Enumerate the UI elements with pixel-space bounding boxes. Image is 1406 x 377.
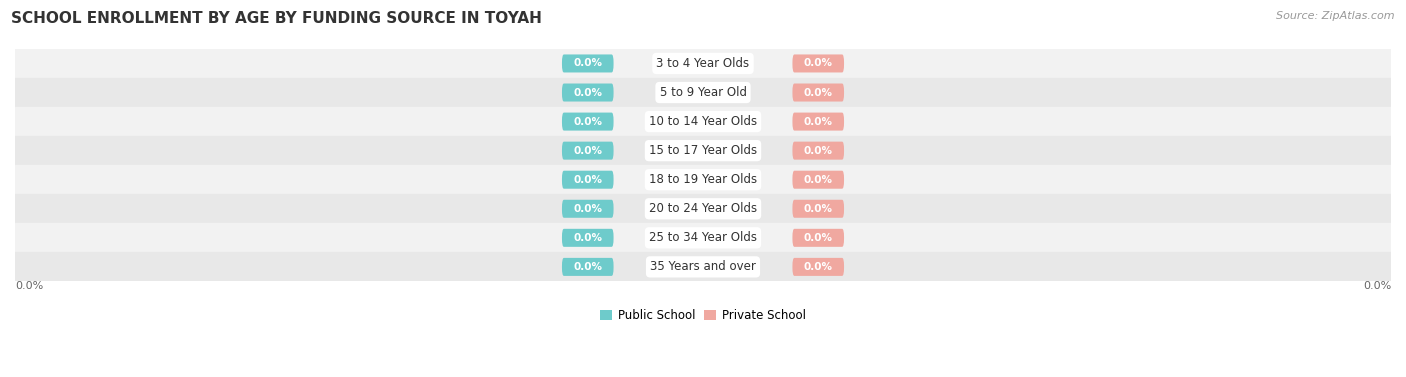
Text: 0.0%: 0.0% [574, 233, 602, 243]
Text: 0.0%: 0.0% [804, 175, 832, 185]
FancyBboxPatch shape [562, 113, 613, 130]
Text: 0.0%: 0.0% [574, 58, 602, 69]
FancyBboxPatch shape [793, 229, 844, 247]
FancyBboxPatch shape [562, 171, 613, 189]
Bar [15, 194, 1391, 223]
Text: 18 to 19 Year Olds: 18 to 19 Year Olds [650, 173, 756, 186]
Text: 0.0%: 0.0% [804, 262, 832, 272]
Bar [15, 165, 1391, 194]
FancyBboxPatch shape [793, 84, 844, 101]
Bar [15, 107, 1391, 136]
Text: Source: ZipAtlas.com: Source: ZipAtlas.com [1277, 11, 1395, 21]
FancyBboxPatch shape [793, 171, 844, 189]
Text: 0.0%: 0.0% [1362, 281, 1391, 291]
Text: 0.0%: 0.0% [804, 116, 832, 127]
FancyBboxPatch shape [793, 258, 844, 276]
Bar [15, 136, 1391, 165]
FancyBboxPatch shape [793, 200, 844, 218]
Text: 0.0%: 0.0% [574, 175, 602, 185]
Text: 0.0%: 0.0% [574, 262, 602, 272]
FancyBboxPatch shape [793, 54, 844, 72]
Bar [15, 223, 1391, 252]
FancyBboxPatch shape [793, 113, 844, 130]
Text: 0.0%: 0.0% [804, 233, 832, 243]
Bar [15, 49, 1391, 78]
Text: 0.0%: 0.0% [804, 146, 832, 156]
FancyBboxPatch shape [562, 200, 613, 218]
Text: 0.0%: 0.0% [574, 204, 602, 214]
Bar [15, 78, 1391, 107]
Text: 0.0%: 0.0% [804, 204, 832, 214]
Text: 0.0%: 0.0% [804, 58, 832, 69]
Text: 5 to 9 Year Old: 5 to 9 Year Old [659, 86, 747, 99]
Text: 25 to 34 Year Olds: 25 to 34 Year Olds [650, 231, 756, 244]
Text: 0.0%: 0.0% [804, 87, 832, 98]
Text: 20 to 24 Year Olds: 20 to 24 Year Olds [650, 202, 756, 215]
Text: 0.0%: 0.0% [15, 281, 44, 291]
Text: 3 to 4 Year Olds: 3 to 4 Year Olds [657, 57, 749, 70]
Text: 15 to 17 Year Olds: 15 to 17 Year Olds [650, 144, 756, 157]
Text: 10 to 14 Year Olds: 10 to 14 Year Olds [650, 115, 756, 128]
Text: 0.0%: 0.0% [574, 116, 602, 127]
FancyBboxPatch shape [562, 258, 613, 276]
Text: 0.0%: 0.0% [574, 146, 602, 156]
FancyBboxPatch shape [562, 142, 613, 159]
Text: 0.0%: 0.0% [574, 87, 602, 98]
Bar [15, 252, 1391, 281]
FancyBboxPatch shape [793, 142, 844, 159]
Text: SCHOOL ENROLLMENT BY AGE BY FUNDING SOURCE IN TOYAH: SCHOOL ENROLLMENT BY AGE BY FUNDING SOUR… [11, 11, 543, 26]
FancyBboxPatch shape [562, 229, 613, 247]
Text: 35 Years and over: 35 Years and over [650, 261, 756, 273]
Legend: Public School, Private School: Public School, Private School [595, 304, 811, 326]
FancyBboxPatch shape [562, 84, 613, 101]
FancyBboxPatch shape [562, 54, 613, 72]
